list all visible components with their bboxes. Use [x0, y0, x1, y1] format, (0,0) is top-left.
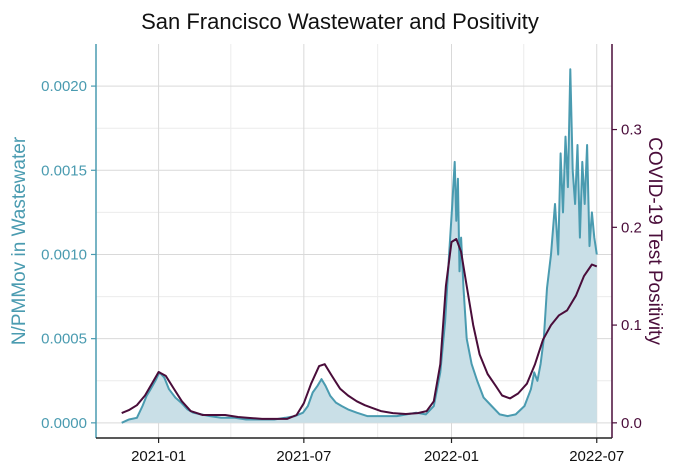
axis-layer: 0.0000 0.0005 0.0010 0.0015 0.0020 0.0 0.1 0.2 0… [41, 44, 642, 465]
x-tick-label: 2022-01 [424, 448, 479, 465]
x-tick-label: 2021-01 [131, 448, 186, 465]
y-left-tick-label: 0.0010 [41, 246, 87, 263]
line-layer [121, 68, 598, 424]
y-left-tick-label: 0.0000 [41, 415, 87, 432]
chart-title: San Francisco Wastewater and Positivity [141, 9, 539, 34]
y-left-tick-label: 0.0015 [41, 162, 87, 179]
y-right-tick-label: 0.0 [621, 415, 642, 432]
y-right-tick-label: 0.3 [621, 122, 642, 139]
y-axis-left-title: N/PMMov in Wastewater [9, 136, 30, 345]
x-tick-label: 2021-07 [276, 448, 331, 465]
area-layer [121, 69, 597, 423]
wastewater-area [121, 69, 597, 423]
x-tick-label: 2022-07 [569, 448, 624, 465]
positivity-line [121, 238, 598, 420]
y-left-tick-label: 0.0020 [41, 78, 87, 95]
y-axis-right-title: COVID-19 Test Positivity [644, 137, 665, 345]
y-right-tick-label: 0.1 [621, 317, 642, 334]
y-left-tick-label: 0.0005 [41, 331, 87, 348]
y-right-tick-label: 0.2 [621, 219, 642, 236]
plot-area [96, 44, 612, 438]
